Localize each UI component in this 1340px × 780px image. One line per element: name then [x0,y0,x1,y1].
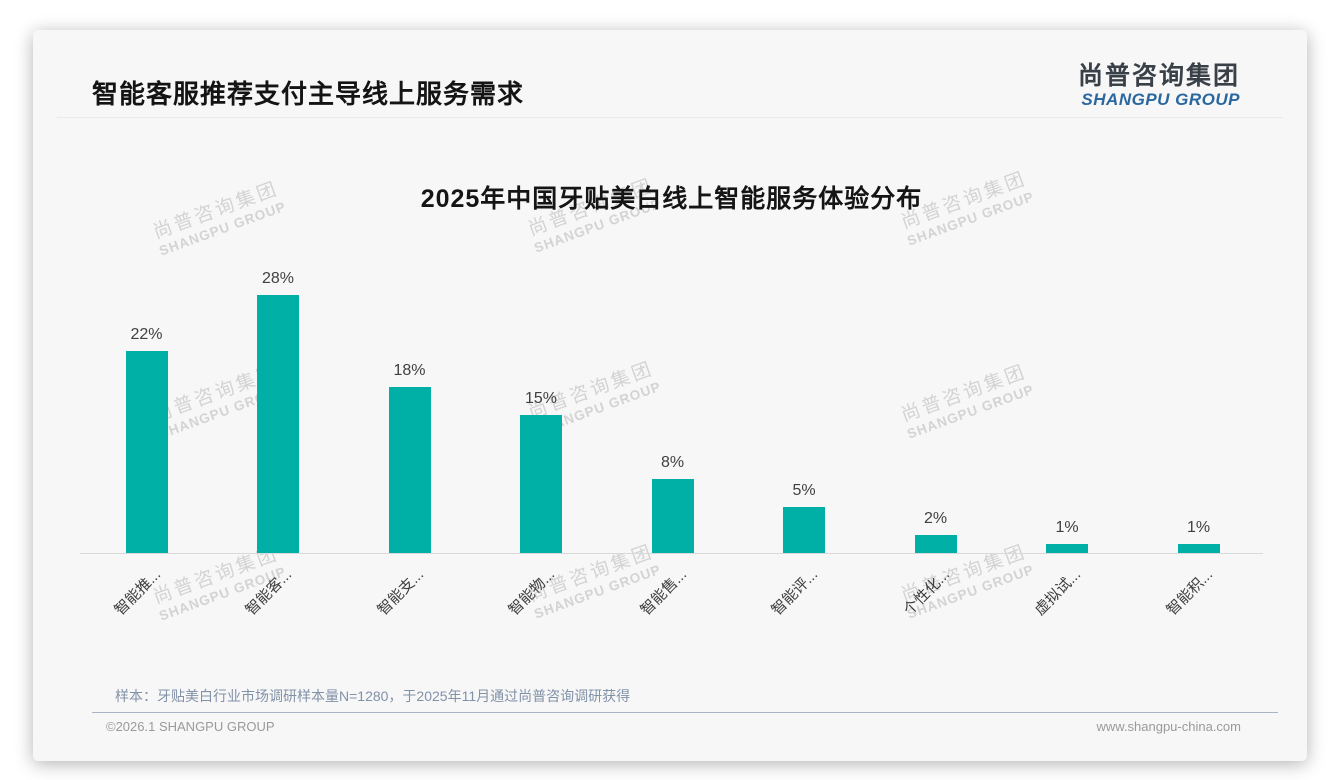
company-logo: 尚普咨询集团 SHANGPU GROUP [1028,62,1240,109]
title-divider [57,117,1283,118]
page-title: 智能客服推荐支付主导线上服务需求 [92,79,525,109]
bar [520,415,562,553]
bar [125,350,168,553]
footer-divider [92,712,1278,713]
category-label: 个性化... [899,566,953,619]
category-label: 智能积... [1162,566,1216,619]
bar-value-label: 1% [1186,518,1211,536]
bar-value-label: 28% [261,270,295,288]
slide-card [33,30,1307,761]
bar [651,479,694,553]
category-label: 虚拟试... [1031,566,1085,619]
bar [1046,543,1088,553]
logo-english-text: SHANGPU GROUP [1081,90,1240,109]
category-label: 智能评... [768,566,822,619]
category-label: 智能售... [636,566,690,619]
sample-note: 样本：牙贴美白行业市场调研样本量N=1280，于2025年11月通过尚普咨询调研… [115,688,631,704]
logo-chinese-text: 尚普咨询集团 [1077,62,1240,90]
bar [388,387,431,553]
bar-value-label: 18% [393,362,426,380]
bar [1177,543,1220,553]
category-label: 智能推... [110,566,164,619]
bar-value-label: 5% [792,482,816,499]
footer-website: www.shangpu-china.com [1096,719,1241,734]
bar-value-label: 15% [524,390,558,407]
category-label: 智能支... [373,566,427,619]
x-axis-line [80,553,1263,554]
bar-value-label: 1% [1055,518,1079,536]
footer-copyright: ©2026.1 SHANGPU GROUP [106,719,275,734]
chart-title: 2025年中国牙贴美白线上智能服务体验分布 [420,185,923,213]
bar-value-label: 8% [660,454,685,472]
bar-value-label: 22% [130,325,163,343]
bar [914,534,957,553]
category-label: 智能物... [505,566,559,619]
bar-value-label: 2% [923,509,948,527]
bar [783,507,825,553]
bar [257,295,299,553]
category-label: 智能客... [242,566,296,619]
